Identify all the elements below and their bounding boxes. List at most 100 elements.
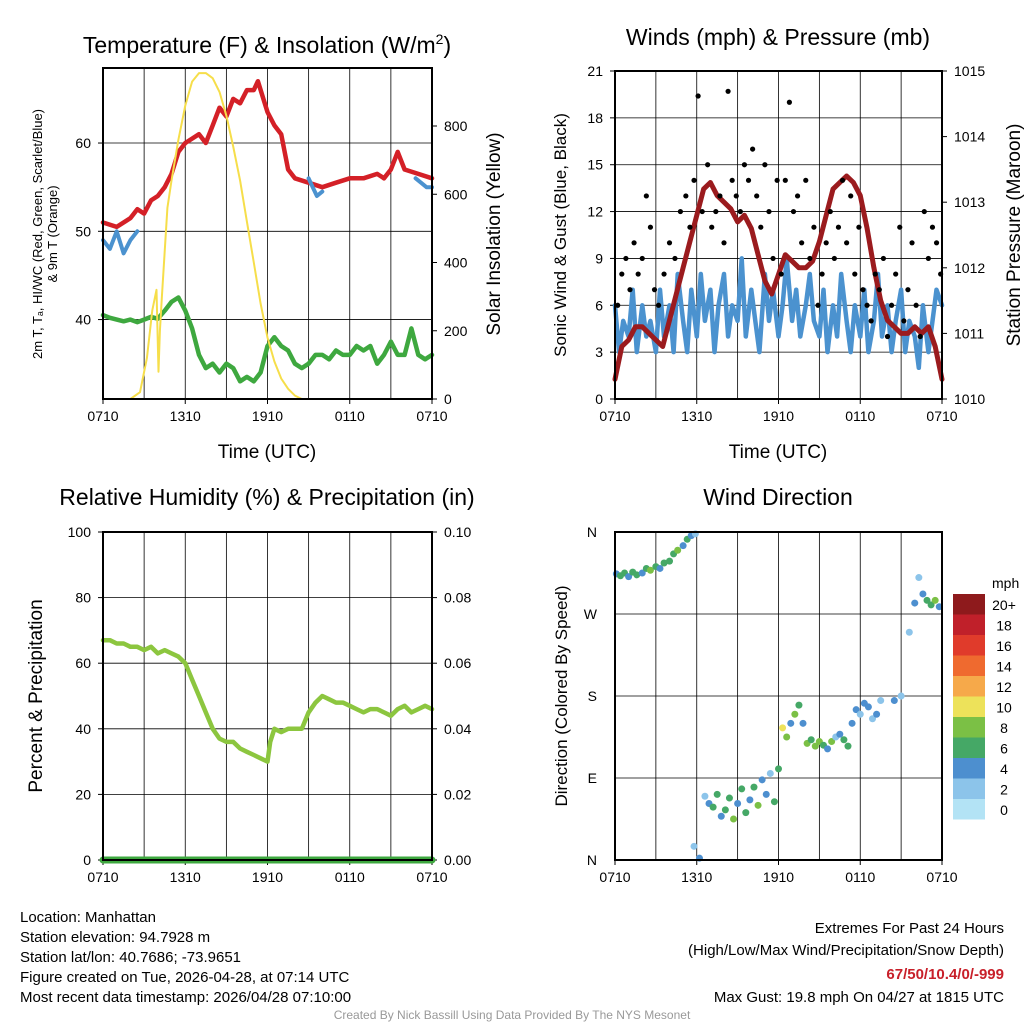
gust-point [848, 193, 854, 199]
y2-tick-label: 1012 [954, 260, 985, 276]
gust-point [929, 224, 936, 230]
x-tick-label: 0710 [926, 408, 957, 424]
gust-point [897, 224, 903, 230]
gust-point [691, 177, 697, 183]
gust-point [725, 88, 731, 94]
gust-point [661, 271, 667, 277]
gust-point [754, 193, 760, 199]
gust-point [631, 240, 637, 246]
recent-timestamp-text: Most recent data timestamp: 2026/04/28 0… [20, 989, 351, 1006]
direction-point [775, 765, 782, 773]
gust-point [876, 287, 882, 293]
y2-tick-label: 1010 [954, 391, 985, 407]
gust-point [803, 177, 809, 183]
elevation-text: Station elevation: 94.7928 m [20, 929, 210, 946]
direction-point [915, 574, 923, 582]
x-tick-label: 1310 [170, 408, 201, 424]
chart-panel-2: 0710 1310 1910 0110 07100204060801000.000.02… [68, 524, 472, 885]
direction-point [633, 571, 641, 579]
plot-frame [102, 67, 433, 400]
series-solar-insolation [102, 72, 433, 400]
gust-point [807, 255, 813, 262]
pressure-y2-label: Station Pressure (Maroon) [1004, 124, 1024, 347]
gust-point [790, 208, 797, 215]
gust-point [831, 255, 837, 262]
gust-point [687, 224, 693, 230]
x-tick-label: 1910 [763, 408, 794, 424]
y-tick-label: 0 [83, 852, 91, 868]
legend-label: 20+ [992, 597, 1016, 613]
direction-point [844, 742, 852, 750]
rh-chart-title: Relative Humidity (%) & Precipitation (i… [59, 484, 474, 510]
y2-tick-label: 1013 [954, 194, 985, 210]
extremes-title: Extremes For Past 24 Hours [815, 920, 1004, 937]
legend-swatch [953, 594, 985, 615]
gust-point [677, 208, 684, 215]
direction-point [625, 573, 633, 581]
gust-point [844, 240, 850, 246]
gust-point [672, 255, 678, 262]
x-tick-label: 1910 [252, 869, 283, 885]
gust-point [717, 193, 723, 199]
y2-tick-label: 0.02 [444, 786, 471, 802]
gust-point [750, 146, 756, 152]
direction-point [824, 745, 832, 753]
plot-frame [614, 70, 943, 400]
y-tick-label: 60 [75, 655, 91, 671]
gust-point [733, 193, 739, 199]
series-relative-humidity [100, 637, 435, 764]
x-tick-label: 0710 [87, 408, 118, 424]
y2-tick-label: 0.00 [444, 852, 471, 868]
direction-point [799, 719, 807, 727]
gust-point [839, 177, 846, 183]
direction-point [674, 546, 682, 554]
legend-label: 2 [1000, 782, 1008, 798]
gust-point [856, 224, 862, 230]
gust-point [864, 302, 870, 308]
gust-point [888, 302, 895, 308]
max-gust-text: Max Gust: 19.8 mph On 04/27 at 1815 UTC [714, 989, 1004, 1006]
legend-swatch [953, 635, 985, 656]
extremes-values: 67/50/10.4/0/-999 [886, 966, 1004, 983]
x-tick-label: 0710 [416, 408, 447, 424]
gust-point [762, 162, 768, 168]
x-tick-label: 1910 [763, 869, 794, 885]
gust-point [913, 302, 919, 308]
direction-point [931, 596, 939, 604]
direction-point [864, 703, 872, 711]
legend-swatch [953, 655, 985, 676]
gust-point [721, 240, 727, 246]
direction-point [795, 701, 803, 709]
gust-point [872, 271, 878, 277]
gust-point [823, 240, 829, 246]
direction-point [754, 801, 762, 809]
direction-point [758, 776, 766, 784]
direction-point [709, 803, 717, 811]
y-tick-label: N [587, 524, 597, 540]
y-tick-label: 100 [68, 524, 92, 540]
direction-point [828, 738, 836, 746]
y-tick-label: N [587, 852, 597, 868]
chart-panel-1: 0710 1310 1910 0110 071003691215182110101011… [587, 63, 985, 424]
legend-swatch [953, 696, 985, 717]
legend-swatch [953, 717, 985, 738]
y-tick-label: 15 [587, 157, 603, 173]
direction-point [807, 736, 815, 744]
gust-point [758, 224, 764, 230]
direction-point [742, 809, 750, 817]
direction-point [869, 715, 877, 723]
direction-point [890, 697, 898, 705]
gust-point [868, 318, 874, 324]
gust-point [815, 302, 821, 308]
y2-tick-label: 0 [444, 391, 452, 407]
direction-point [779, 724, 787, 732]
direction-point [923, 596, 931, 604]
solar-y2-label: Solar Insolation (Yellow) [484, 132, 505, 335]
gust-point [925, 255, 931, 262]
gust-point [819, 271, 825, 277]
gust-point [880, 255, 887, 262]
direction-point [873, 710, 881, 718]
direction-point [852, 706, 860, 714]
gust-point [905, 287, 911, 293]
winddir-y-label: Direction (Colored By Speed) [552, 585, 571, 806]
